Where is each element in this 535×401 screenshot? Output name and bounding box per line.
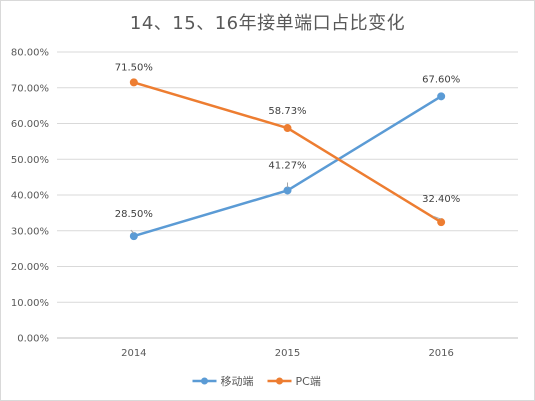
data-label: 67.60% (422, 74, 460, 85)
y-tick-label: 0.00% (17, 334, 49, 345)
x-tick-label: 2014 (121, 348, 146, 359)
legend: 移动端 PC端 (192, 375, 321, 388)
legend-label: 移动端 (221, 375, 254, 388)
y-tick-label: 10.00% (11, 298, 49, 309)
data-label: 71.50% (115, 62, 153, 73)
gridlines (57, 51, 518, 339)
data-point (437, 92, 446, 101)
y-tick-label: 80.00% (11, 48, 49, 59)
y-tick-label: 40.00% (11, 191, 49, 202)
leader-line (432, 215, 442, 220)
y-tick-label: 50.00% (11, 155, 49, 166)
y-tick-label: 70.00% (11, 83, 49, 94)
data-labels: 28.50% 41.27% 67.60% 71.50% 58.73% 32.40% (115, 62, 460, 234)
data-label: 32.40% (422, 194, 460, 205)
axes: 0.00% 10.00% 20.00% 30.00% 40.00% 50.00% 60.00… (11, 48, 518, 359)
series-line (132, 81, 443, 224)
x-tick-label: 2015 (275, 348, 300, 359)
data-label: 58.73% (268, 106, 306, 117)
y-tick-label: 20.00% (11, 262, 49, 273)
data-point (129, 78, 138, 87)
y-tick-label: 60.00% (11, 119, 49, 130)
data-point (283, 124, 292, 133)
series-lines (129, 78, 446, 241)
legend-label: PC端 (296, 375, 321, 388)
data-point (129, 232, 138, 241)
legend-swatch-marker (201, 377, 208, 385)
data-point (283, 186, 292, 195)
x-tick-label: 2016 (428, 348, 453, 359)
y-tick-label: 30.00% (11, 226, 49, 237)
legend-swatch-marker (276, 377, 283, 385)
data-label: 28.50% (115, 209, 153, 220)
chart-title: 14、15、16年接单端口占比变化 (129, 13, 406, 34)
data-point (437, 218, 446, 227)
data-label: 41.27% (268, 160, 306, 171)
leader-line (130, 229, 135, 234)
